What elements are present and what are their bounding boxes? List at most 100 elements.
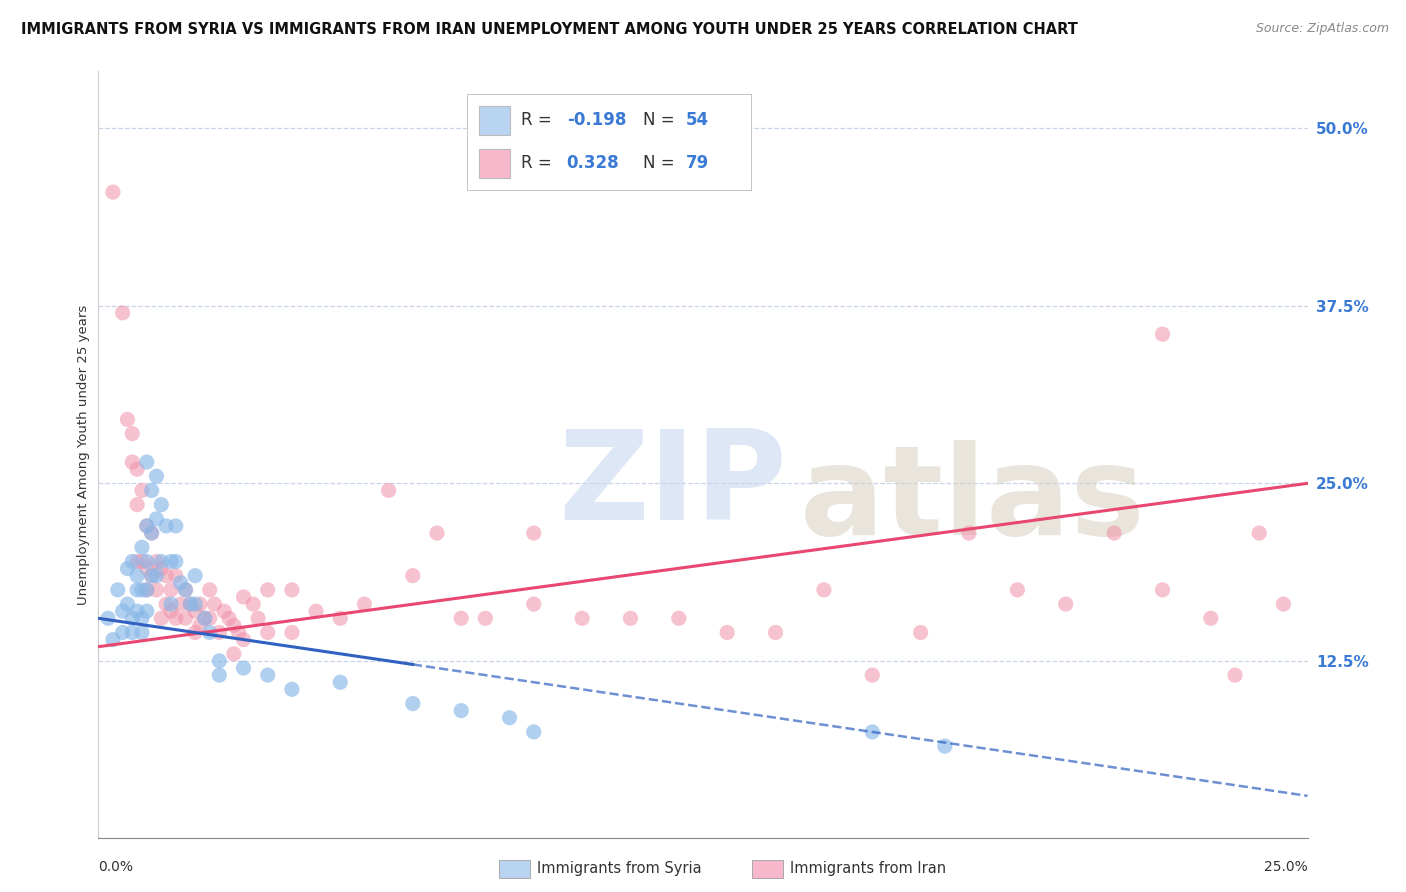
- Point: [523, 526, 546, 541]
- Point: [145, 582, 167, 597]
- Point: [150, 554, 173, 568]
- Point: [765, 625, 787, 640]
- Point: [127, 604, 149, 618]
- Point: [155, 519, 177, 533]
- Point: [160, 582, 183, 597]
- Point: [127, 582, 149, 597]
- Point: [174, 611, 197, 625]
- Point: [198, 625, 221, 640]
- Point: [145, 512, 167, 526]
- Point: [242, 597, 264, 611]
- Point: [247, 611, 270, 625]
- Point: [131, 554, 153, 568]
- Point: [256, 668, 278, 682]
- Point: [256, 625, 278, 640]
- Point: [204, 597, 226, 611]
- Point: [402, 568, 425, 582]
- Point: [131, 625, 153, 640]
- Point: [232, 590, 254, 604]
- Point: [131, 483, 153, 498]
- Point: [135, 519, 157, 533]
- Point: [571, 611, 593, 625]
- Point: [145, 554, 167, 568]
- Point: [141, 526, 163, 541]
- Point: [232, 632, 254, 647]
- Point: [127, 554, 149, 568]
- Point: [121, 455, 143, 469]
- Point: [188, 618, 211, 632]
- Point: [184, 568, 207, 582]
- Point: [121, 611, 143, 625]
- Point: [131, 611, 153, 625]
- Point: [305, 604, 328, 618]
- Point: [910, 625, 932, 640]
- Point: [198, 582, 221, 597]
- Point: [1152, 327, 1174, 342]
- Point: [957, 526, 980, 541]
- Point: [377, 483, 399, 498]
- Point: [135, 582, 157, 597]
- Point: [117, 561, 139, 575]
- Point: [1007, 582, 1029, 597]
- Text: IMMIGRANTS FROM SYRIA VS IMMIGRANTS FROM IRAN UNEMPLOYMENT AMONG YOUTH UNDER 25 : IMMIGRANTS FROM SYRIA VS IMMIGRANTS FROM…: [21, 22, 1078, 37]
- Point: [101, 185, 124, 199]
- Point: [450, 611, 472, 625]
- Point: [716, 625, 738, 640]
- Point: [1249, 526, 1271, 541]
- Point: [169, 575, 191, 590]
- Point: [1054, 597, 1077, 611]
- Point: [402, 697, 425, 711]
- Point: [813, 582, 835, 597]
- Point: [131, 582, 153, 597]
- Point: [1152, 582, 1174, 597]
- Point: [135, 561, 157, 575]
- Point: [160, 597, 183, 611]
- Point: [174, 582, 197, 597]
- Point: [111, 604, 134, 618]
- Point: [184, 625, 207, 640]
- Point: [194, 611, 217, 625]
- Point: [165, 554, 187, 568]
- Point: [1223, 668, 1246, 682]
- Point: [218, 611, 240, 625]
- Point: [256, 582, 278, 597]
- Point: [135, 582, 157, 597]
- Point: [281, 625, 304, 640]
- Point: [329, 611, 352, 625]
- Point: [111, 306, 134, 320]
- Point: [179, 597, 201, 611]
- Text: 25.0%: 25.0%: [1264, 860, 1308, 874]
- Point: [1102, 526, 1125, 541]
- Point: [934, 739, 956, 753]
- Point: [474, 611, 496, 625]
- Point: [121, 625, 143, 640]
- Point: [127, 498, 149, 512]
- Point: [117, 597, 139, 611]
- Point: [131, 541, 153, 555]
- Text: Source: ZipAtlas.com: Source: ZipAtlas.com: [1256, 22, 1389, 36]
- Point: [1199, 611, 1222, 625]
- Point: [97, 611, 120, 625]
- Point: [212, 604, 235, 618]
- Point: [127, 568, 149, 582]
- Point: [208, 625, 231, 640]
- Point: [188, 597, 211, 611]
- Point: [169, 597, 191, 611]
- Point: [208, 654, 231, 668]
- Point: [194, 611, 217, 625]
- Point: [141, 483, 163, 498]
- Point: [208, 668, 231, 682]
- Point: [165, 568, 187, 582]
- Point: [121, 554, 143, 568]
- Point: [155, 568, 177, 582]
- Point: [1272, 597, 1295, 611]
- Point: [860, 725, 883, 739]
- Point: [107, 582, 129, 597]
- Point: [135, 604, 157, 618]
- Text: Immigrants from Iran: Immigrants from Iran: [790, 862, 946, 876]
- Point: [619, 611, 641, 625]
- Point: [150, 611, 173, 625]
- Point: [160, 604, 183, 618]
- Point: [498, 711, 520, 725]
- Point: [222, 647, 245, 661]
